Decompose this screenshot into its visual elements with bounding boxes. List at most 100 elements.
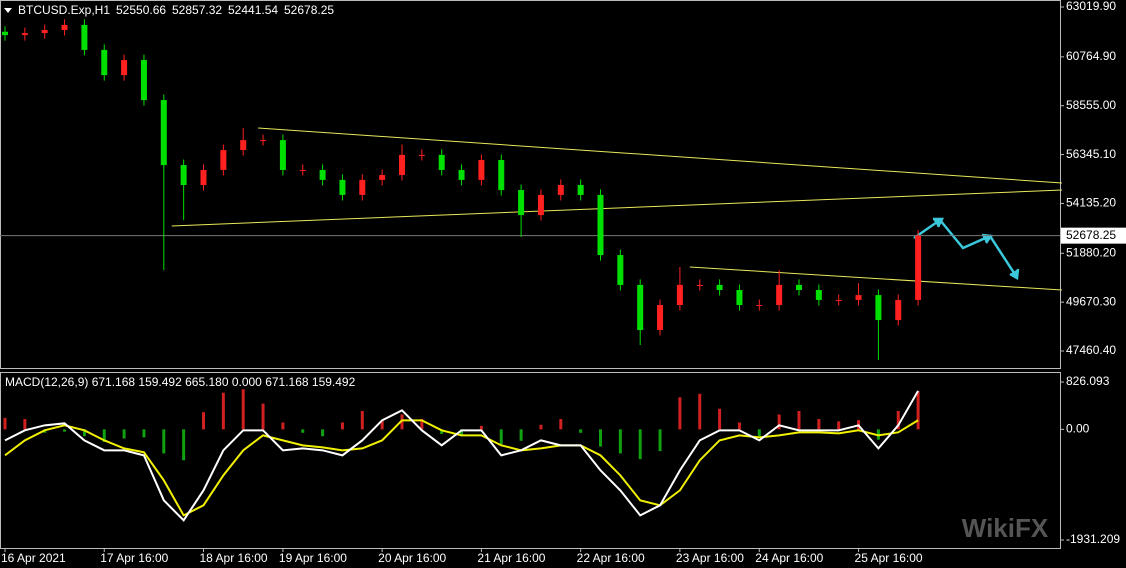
histogram-bar bbox=[797, 411, 801, 430]
histogram-bar bbox=[301, 429, 305, 433]
candle-body bbox=[279, 140, 286, 170]
last-price-label: 52678.25 bbox=[1066, 228, 1116, 242]
x-tick-label: 25 Apr 16:00 bbox=[855, 551, 923, 565]
x-tick-label: 16 Apr 2021 bbox=[1, 551, 66, 565]
ohlc-high: 52857.32 bbox=[172, 3, 222, 17]
histogram-bar bbox=[3, 417, 7, 430]
candle-body bbox=[319, 169, 326, 180]
ohlc-low: 52441.54 bbox=[228, 3, 278, 17]
histogram-bar bbox=[241, 389, 245, 430]
candle-body bbox=[815, 290, 822, 300]
x-tick-label: 18 Apr 16:00 bbox=[200, 551, 268, 565]
histogram-bar bbox=[221, 392, 225, 430]
histogram-bar bbox=[420, 419, 424, 430]
x-tick-label: 23 Apr 16:00 bbox=[676, 551, 744, 565]
last-price-box bbox=[1061, 227, 1126, 244]
histogram-bar bbox=[599, 429, 602, 447]
histogram-bar bbox=[102, 429, 106, 442]
candle-body bbox=[875, 295, 882, 321]
histogram-bar bbox=[579, 429, 583, 433]
macd-title: MACD(12,26,9) 671.168 159.492 665.180 0.… bbox=[5, 375, 356, 389]
candle-body bbox=[200, 169, 207, 185]
candle-body bbox=[537, 194, 544, 216]
candle-body bbox=[61, 24, 68, 31]
watermark: WikiFX bbox=[962, 513, 1049, 543]
histogram-bar bbox=[202, 412, 205, 430]
histogram-bar bbox=[380, 420, 384, 430]
histogram-bar bbox=[162, 429, 166, 454]
histogram-bar bbox=[340, 422, 344, 430]
symbol: BTCUSD.Exp,H1 bbox=[18, 3, 110, 17]
candle-body bbox=[299, 169, 306, 171]
histogram-bar bbox=[777, 414, 781, 430]
candle-body bbox=[657, 305, 664, 331]
histogram-bar bbox=[698, 393, 702, 430]
x-tick-label: 24 Apr 16:00 bbox=[755, 551, 823, 565]
menu-icon[interactable] bbox=[4, 8, 12, 13]
candle-body bbox=[81, 24, 88, 50]
histogram-bar bbox=[539, 424, 543, 430]
candle-body bbox=[21, 33, 28, 36]
histogram-bar bbox=[63, 429, 67, 432]
candle-body bbox=[557, 184, 564, 195]
histogram-bar bbox=[460, 429, 464, 437]
candle-body bbox=[379, 175, 386, 180]
histogram-bar bbox=[499, 429, 503, 445]
y-tick-label: 51880.20 bbox=[1066, 245, 1116, 259]
histogram-bar bbox=[559, 419, 563, 430]
candle-body bbox=[518, 190, 525, 216]
candle-body bbox=[240, 140, 247, 151]
candle-body bbox=[855, 295, 862, 300]
x-tick-label: 20 Apr 16:00 bbox=[378, 551, 446, 565]
x-tick-label: 21 Apr 16:00 bbox=[477, 551, 545, 565]
histogram-bar bbox=[23, 419, 27, 430]
histogram-bar bbox=[519, 429, 523, 441]
histogram-bar bbox=[718, 408, 722, 430]
macd-line bbox=[4, 390, 919, 522]
trendline bbox=[689, 266, 1063, 291]
histogram-bar bbox=[837, 421, 841, 430]
y-tick-label: 49670.30 bbox=[1066, 294, 1116, 308]
signal-line bbox=[4, 419, 919, 517]
candle-body bbox=[756, 305, 763, 307]
histogram-bar bbox=[82, 429, 86, 437]
candle-body bbox=[2, 31, 8, 36]
trendline bbox=[171, 189, 1063, 227]
candle-body bbox=[736, 290, 743, 306]
histogram-bar bbox=[281, 422, 285, 430]
candle-body bbox=[835, 299, 842, 301]
trendline bbox=[258, 127, 1063, 184]
candle-body bbox=[696, 284, 703, 286]
histogram-bar bbox=[618, 429, 622, 454]
candle-body bbox=[438, 154, 445, 170]
histogram-bar bbox=[638, 429, 642, 460]
histogram-bar bbox=[142, 429, 146, 438]
histogram-bar bbox=[122, 429, 126, 439]
candle-body bbox=[180, 165, 187, 185]
y-tick-label: 60764.90 bbox=[1066, 49, 1116, 63]
histogram-bar bbox=[896, 411, 900, 430]
histogram-bar bbox=[479, 425, 483, 430]
histogram-bar bbox=[400, 414, 404, 430]
candle-body bbox=[637, 284, 644, 331]
candle-body bbox=[339, 179, 346, 195]
candle-body bbox=[458, 169, 465, 180]
y-tick-label: 54135.20 bbox=[1066, 196, 1116, 210]
candle-body bbox=[260, 140, 267, 142]
candle-body bbox=[796, 284, 802, 291]
candle-body bbox=[617, 255, 624, 285]
candle-body bbox=[776, 284, 783, 306]
candle-body bbox=[101, 49, 108, 76]
histogram-bar bbox=[321, 429, 325, 437]
histogram-bar bbox=[817, 419, 821, 430]
candle-body bbox=[399, 154, 405, 176]
histogram-bar bbox=[678, 397, 682, 430]
candle-body bbox=[121, 60, 128, 76]
candle-body bbox=[41, 30, 48, 34]
x-tick-label: 17 Apr 16:00 bbox=[100, 551, 168, 565]
x-tick-label: 22 Apr 16:00 bbox=[577, 551, 645, 565]
candle-body bbox=[915, 235, 922, 300]
